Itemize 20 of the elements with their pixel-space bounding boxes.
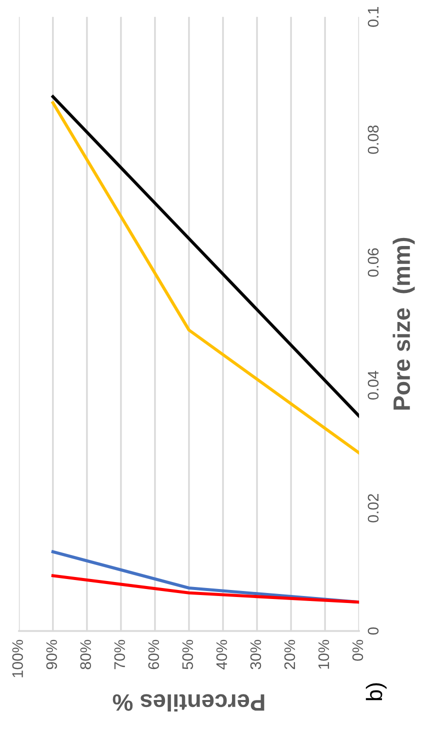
x-tick-label: 60% xyxy=(148,640,160,670)
y-tick-label: 0 xyxy=(368,627,379,635)
x-tick-label: 0% xyxy=(352,640,364,661)
x-tick-label: 20% xyxy=(284,640,296,670)
x-tick-label: 70% xyxy=(114,640,126,670)
y-axis-title: Pore size (mm) xyxy=(392,238,415,410)
y-tick-label: 0.1 xyxy=(368,6,379,27)
y-tick-label: 0.02 xyxy=(368,494,379,522)
x-tick-label: 40% xyxy=(216,640,228,670)
x-axis-title: Percentiles % xyxy=(112,694,264,712)
x-tick-label: 90% xyxy=(46,640,58,670)
x-tick-label: 30% xyxy=(250,640,262,670)
x-tick-label: 80% xyxy=(80,640,92,670)
x-tick-label: 50% xyxy=(182,640,194,670)
x-tick-label: 10% xyxy=(318,640,330,669)
y-tick-label: 0.08 xyxy=(368,125,379,154)
y-tick-label: 0.06 xyxy=(368,248,379,277)
text: b) xyxy=(366,683,387,700)
y-tick-label: 0.04 xyxy=(368,370,379,400)
x-tick-label: 100% xyxy=(12,640,24,678)
